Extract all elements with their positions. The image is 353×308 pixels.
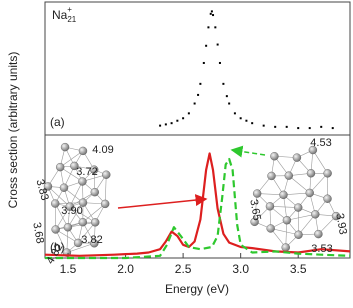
- data-point: [199, 83, 201, 85]
- x-tick-label: 2.0: [117, 262, 134, 276]
- data-point: [176, 120, 178, 122]
- atom: [293, 154, 301, 162]
- species-base: Na: [52, 8, 68, 22]
- data-point: [207, 26, 209, 28]
- atom: [52, 225, 60, 233]
- data-point: [159, 125, 161, 127]
- species-superscript: +: [67, 5, 72, 14]
- data-point: [297, 127, 299, 129]
- data-point: [251, 122, 253, 124]
- atom: [307, 169, 315, 177]
- atom: [285, 172, 293, 180]
- atom: [306, 189, 314, 197]
- x-tick-label: 3.5: [290, 262, 307, 276]
- species-subscript: 21: [67, 15, 76, 24]
- data-point: [240, 117, 242, 119]
- distance-annotation: 4.53: [310, 137, 331, 149]
- atom: [91, 188, 99, 196]
- x-axis-label: Energy (eV): [165, 282, 229, 296]
- distance-annotation: 3.65: [247, 198, 263, 221]
- atom: [79, 147, 87, 155]
- data-point: [214, 26, 216, 28]
- data-point: [171, 122, 173, 124]
- cluster-bond: [270, 206, 298, 207]
- atom: [324, 195, 332, 203]
- distance-annotation: 3.72: [76, 166, 97, 178]
- data-point: [165, 123, 167, 125]
- atom: [64, 223, 72, 231]
- atom: [102, 171, 110, 179]
- species-label: Na21+: [52, 5, 77, 24]
- data-point: [228, 103, 230, 105]
- atom: [282, 243, 290, 251]
- data-point: [222, 83, 224, 85]
- atom: [253, 190, 261, 198]
- atom: [267, 224, 275, 232]
- data-point: [332, 127, 334, 129]
- atom: [101, 200, 109, 208]
- arrow: [118, 199, 206, 208]
- data-point: [194, 103, 196, 105]
- atom: [314, 230, 322, 238]
- data-point: [212, 14, 214, 16]
- x-tick-label: 3.0: [232, 262, 249, 276]
- cluster-bond: [105, 175, 106, 204]
- atom: [295, 231, 303, 239]
- data-point: [219, 62, 221, 64]
- distance-annotation: 3.83: [34, 178, 51, 202]
- distance-annotation: 3.53: [311, 243, 332, 255]
- distance-annotation: 3.82: [81, 234, 102, 246]
- atom: [60, 184, 68, 192]
- panel-label: (a): [50, 115, 65, 129]
- atom: [56, 163, 64, 171]
- y-axis-label: Cross section (arbitrary units): [6, 52, 20, 209]
- arrow: [232, 150, 265, 155]
- atom: [270, 152, 278, 160]
- distance-annotation: 3.93: [333, 212, 349, 235]
- data-point: [217, 44, 219, 46]
- data-point: [274, 126, 276, 128]
- data-point: [263, 125, 265, 127]
- atom: [79, 218, 87, 226]
- atom: [78, 177, 86, 185]
- data-point: [309, 127, 311, 129]
- data-point: [286, 126, 288, 128]
- distance-annotation: 3.90: [61, 205, 82, 217]
- data-point: [197, 94, 199, 96]
- data-point: [205, 45, 207, 47]
- x-tick-label: 2.5: [175, 262, 192, 276]
- data-point: [245, 120, 247, 122]
- distance-annotation: 4.09: [92, 144, 113, 156]
- data-point: [211, 10, 213, 12]
- atom: [283, 216, 291, 224]
- atom: [61, 143, 69, 151]
- data-point: [203, 62, 205, 64]
- data-point: [226, 95, 228, 97]
- data-point: [234, 112, 236, 114]
- atom: [268, 172, 276, 180]
- atom: [311, 210, 319, 218]
- data-point: [188, 112, 190, 114]
- atom: [91, 218, 99, 226]
- distance-annotation: 3.68: [30, 221, 46, 244]
- data-point: [210, 13, 212, 15]
- data-point: [182, 117, 184, 119]
- atom: [279, 191, 287, 199]
- atom: [324, 169, 332, 177]
- atom: [51, 200, 59, 208]
- atom: [266, 202, 274, 210]
- x-tick-label: 1.5: [60, 262, 77, 276]
- atom: [294, 204, 302, 212]
- data-point: [320, 126, 322, 128]
